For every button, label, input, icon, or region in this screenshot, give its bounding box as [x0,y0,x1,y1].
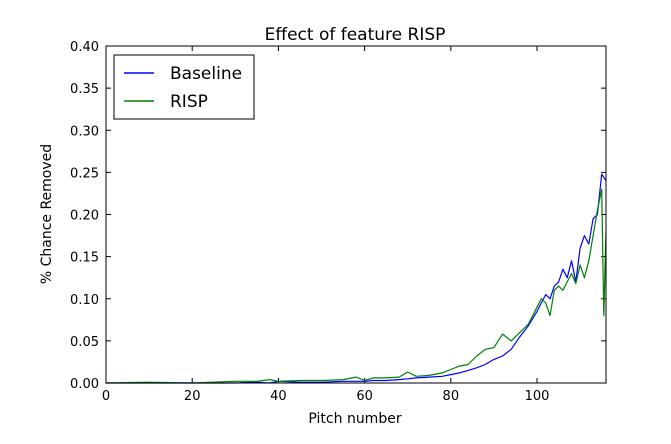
y-tick-label: 0.15 [70,251,99,266]
y-tick-label: 0.20 [70,209,99,224]
y-axis-ticks: 0.00 0.05 0.10 0.15 0.20 0.25 0.30 0.35 0.40 [70,40,606,392]
x-tick-label: 100 [525,389,550,404]
series-line-risp [105,188,607,384]
x-axis-ticks: 0 20 40 60 80 100 [102,46,550,404]
x-axis-label: Pitch number [308,411,401,427]
legend-label-risp: RISP [170,92,208,112]
y-axis-label: % Chance Removed [39,144,55,284]
series-line-baseline [106,173,607,384]
y-tick-label: 0.00 [70,377,99,392]
y-tick-label: 0.10 [70,293,99,308]
y-tick-label: 0.30 [70,124,99,139]
y-tick-label: 0.25 [70,166,99,181]
y-tick-label: 0.05 [70,335,99,350]
legend-label-baseline: Baseline [170,64,242,84]
x-tick-label: 20 [184,389,201,404]
series-layer [105,173,607,384]
plot-frame [105,45,607,384]
x-tick-label: 80 [443,389,460,404]
x-tick-label: 40 [270,389,287,404]
y-tick-label: 0.35 [70,82,99,97]
y-tick-label: 0.40 [70,40,99,55]
legend-box [113,54,255,120]
legend: Baseline RISP [113,54,255,120]
x-tick-label: 60 [356,389,373,404]
chart-title: Effect of feature RISP [265,25,446,45]
x-tick-label: 0 [102,389,110,404]
